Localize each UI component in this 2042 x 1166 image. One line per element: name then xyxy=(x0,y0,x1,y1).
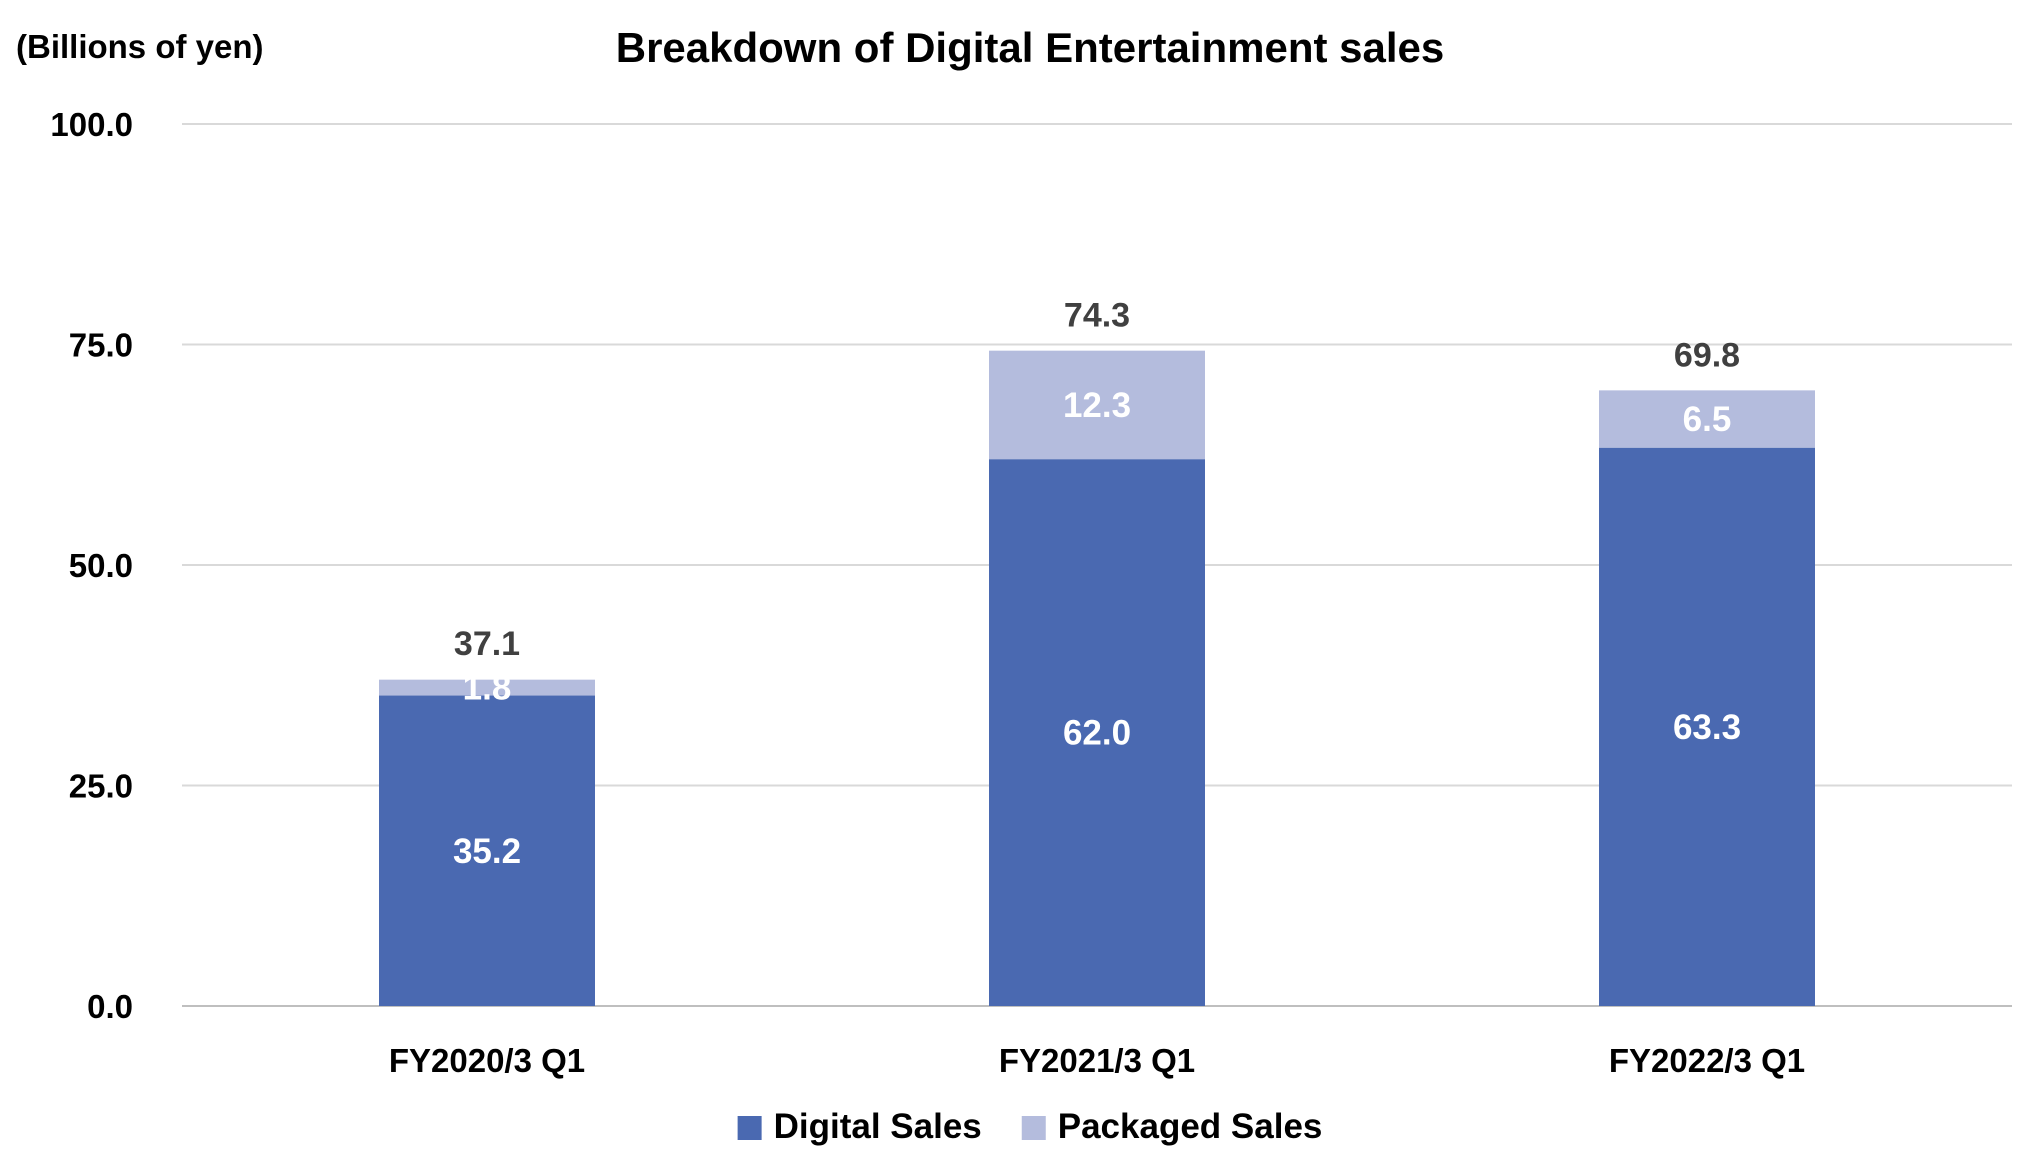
data-label: 63.3 xyxy=(1673,708,1741,747)
bar-segment-digital-sales xyxy=(989,459,1205,1006)
legend: Digital Sales Packaged Sales xyxy=(737,1107,1323,1146)
total-label: 69.8 xyxy=(1674,336,1740,374)
bar-segment-packaged-sales xyxy=(989,350,1205,460)
legend-swatch xyxy=(737,1116,762,1140)
bar-segment-digital-sales xyxy=(379,695,595,1006)
unit-label: (Billions of yen) xyxy=(16,28,264,65)
legend-item-packaged-sales: Packaged Sales xyxy=(1021,1107,1323,1146)
y-tick-label: 100.0 xyxy=(50,106,133,143)
total-label: 74.3 xyxy=(1064,297,1130,335)
total-label: 37.1 xyxy=(454,625,520,663)
data-label: 1.8 xyxy=(463,669,512,708)
bars: 35.2 1.8 37.1 62.0 12.3 74.3 63.3 6.5 69.8 xyxy=(379,297,1815,1007)
y-tick-label: 75.0 xyxy=(69,327,133,364)
data-label: 62.0 xyxy=(1063,714,1131,753)
data-label: 12.3 xyxy=(1063,386,1131,425)
bar-segment-packaged-sales xyxy=(1599,390,1815,448)
data-label: 35.2 xyxy=(453,832,521,871)
bar-segment-packaged-sales xyxy=(379,679,595,696)
bar-segment-digital-sales xyxy=(1599,447,1815,1007)
x-tick-label: FY2022/3 Q1 xyxy=(1609,1042,1805,1079)
chart-title: Breakdown of Digital Entertainment sales xyxy=(616,24,1445,71)
x-axis-ticks: FY2020/3 Q1 FY2021/3 Q1 FY2022/3 Q1 xyxy=(389,1042,1805,1079)
x-tick-label: FY2020/3 Q1 xyxy=(389,1042,585,1079)
y-axis-ticks: 0.0 25.0 50.0 75.0 100.0 xyxy=(50,106,133,1025)
legend-label: Digital Sales xyxy=(774,1107,982,1146)
legend-item-digital-sales: Digital Sales xyxy=(737,1107,982,1146)
y-tick-label: 50.0 xyxy=(69,547,133,584)
data-label: 6.5 xyxy=(1683,400,1732,439)
legend-label: Packaged Sales xyxy=(1058,1107,1323,1146)
x-tick-label: FY2021/3 Q1 xyxy=(999,1042,1195,1079)
y-tick-label: 25.0 xyxy=(69,768,133,805)
y-tick-label: 0.0 xyxy=(87,988,133,1025)
legend-swatch xyxy=(1021,1116,1046,1140)
